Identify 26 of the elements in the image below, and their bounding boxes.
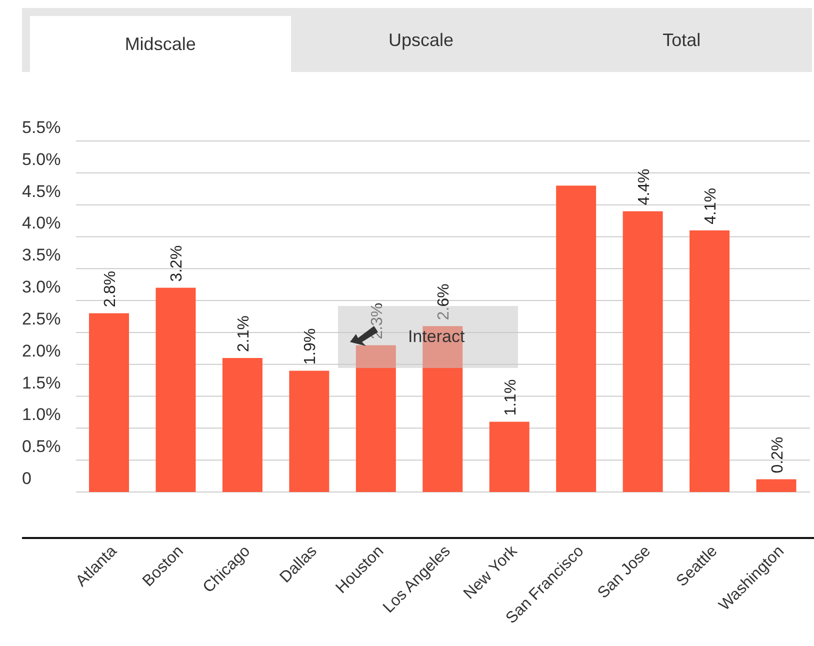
data-label: 4.4% — [636, 168, 653, 206]
data-label: 2.1% — [235, 316, 252, 352]
data-label: 2.6% — [436, 284, 453, 320]
y-tick-label: 4.5% — [22, 182, 61, 201]
annotation: Interact — [408, 327, 465, 347]
y-tick-label: 5.0% — [22, 150, 61, 169]
data-label: 3.2% — [168, 245, 186, 282]
data-label: 1.9% — [302, 328, 320, 365]
text: Midscale — [30, 16, 291, 72]
y-tick-label: 0 — [22, 469, 32, 488]
y-tick-label: 3.5% — [22, 246, 61, 265]
y-tick-label: 1.5% — [22, 373, 61, 392]
y-tick-label: 4.0% — [22, 214, 61, 233]
data-label: 1.1% — [502, 379, 520, 416]
text: Upscale — [387, 28, 455, 52]
y-tick-label: 0.5% — [22, 437, 61, 456]
y-tick-label: 3.0% — [22, 278, 61, 297]
y-tick-label: 2.5% — [22, 309, 61, 328]
data-label: 4.1% — [702, 188, 720, 224]
text: Total — [662, 28, 702, 52]
x-tick-label: San Jose — [594, 542, 654, 602]
data-label: 0.2% — [769, 436, 786, 474]
y-tick-label: 2.0% — [22, 341, 61, 360]
y-tick-label: 1.0% — [22, 405, 61, 424]
y-tick-label: 5.5% — [22, 118, 61, 137]
data-label: 2.8% — [102, 270, 119, 308]
